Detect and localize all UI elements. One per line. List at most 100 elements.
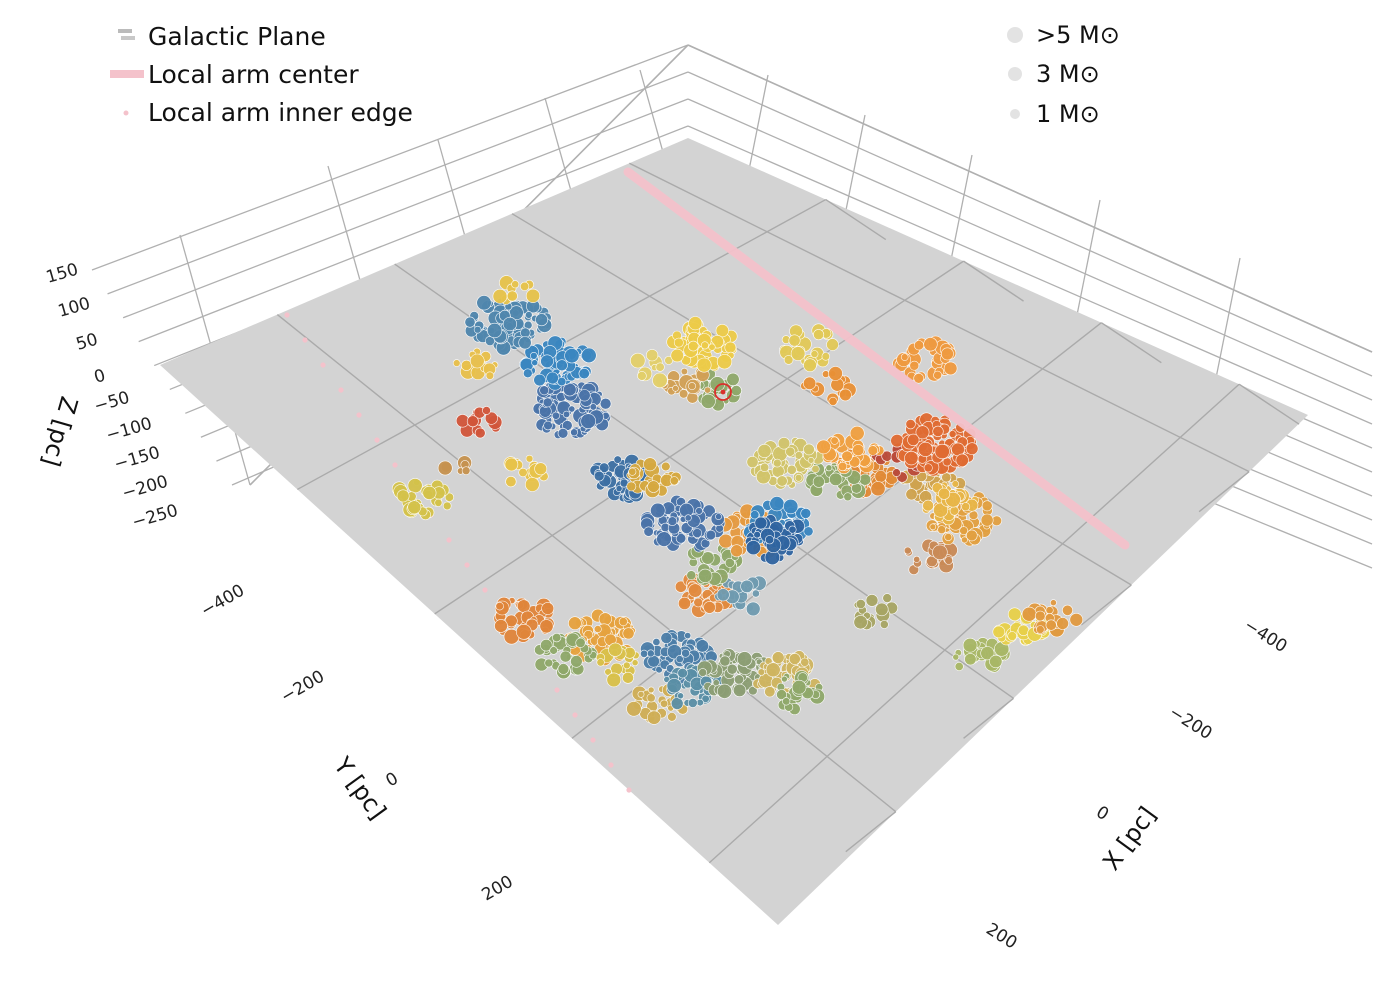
star-point bbox=[932, 544, 948, 560]
star-point bbox=[675, 533, 687, 544]
star-point bbox=[859, 473, 872, 486]
star-point bbox=[736, 651, 753, 667]
star-point bbox=[841, 450, 853, 462]
star-cluster bbox=[391, 478, 455, 521]
wall-gridline bbox=[687, 125, 1373, 425]
star-point bbox=[482, 406, 491, 415]
x-tick-label: 200 bbox=[982, 919, 1020, 953]
y-tick-label: 200 bbox=[479, 872, 517, 906]
star-point bbox=[540, 354, 554, 369]
star-point bbox=[568, 616, 582, 631]
star-point bbox=[964, 653, 977, 666]
star-point bbox=[552, 632, 562, 643]
star-point bbox=[659, 699, 669, 708]
star-point bbox=[892, 468, 901, 477]
star-point bbox=[608, 642, 623, 657]
star-point bbox=[724, 341, 737, 354]
star-point bbox=[474, 427, 486, 439]
arm-edge-marker bbox=[554, 687, 560, 693]
star-point bbox=[520, 327, 531, 338]
star-point bbox=[825, 464, 833, 472]
star-point bbox=[596, 658, 605, 667]
star-point bbox=[645, 349, 659, 362]
star-cluster bbox=[519, 335, 597, 391]
star-point bbox=[631, 659, 639, 667]
star-point bbox=[646, 693, 656, 703]
star-point bbox=[677, 692, 684, 700]
star-point bbox=[647, 655, 660, 668]
z-tick-label: −250 bbox=[130, 501, 180, 533]
star-point bbox=[542, 397, 553, 408]
star-point bbox=[733, 674, 745, 685]
star-point bbox=[688, 316, 703, 331]
star-point bbox=[646, 710, 662, 725]
legend-item-local-arm-center: Local arm center bbox=[110, 60, 359, 89]
star-point bbox=[522, 368, 533, 379]
star-point bbox=[794, 451, 804, 460]
star-cluster-points bbox=[391, 275, 1084, 725]
star-point bbox=[539, 385, 550, 396]
star-point bbox=[843, 492, 853, 502]
star-point bbox=[1050, 599, 1057, 607]
legend-item-galactic-plane: Galactic Plane bbox=[118, 22, 326, 51]
star-point bbox=[543, 420, 553, 431]
star-point bbox=[549, 646, 558, 655]
arm-edge-marker bbox=[482, 587, 488, 593]
star-point bbox=[593, 625, 602, 633]
star-point bbox=[904, 451, 919, 466]
star-point bbox=[746, 455, 759, 468]
size-marker-icon bbox=[1010, 109, 1020, 119]
star-point bbox=[570, 655, 583, 668]
star-point bbox=[937, 525, 947, 535]
star-point bbox=[696, 357, 712, 373]
star-point bbox=[580, 413, 597, 430]
star-point bbox=[783, 355, 794, 365]
star-point bbox=[849, 425, 865, 441]
star-point bbox=[687, 698, 698, 708]
star-point bbox=[704, 386, 712, 394]
star-point bbox=[748, 685, 758, 696]
local-arm-inner-edge-swatch-icon bbox=[123, 110, 129, 116]
arm-edge-marker bbox=[392, 462, 398, 468]
star-point bbox=[803, 443, 815, 456]
star-point bbox=[909, 360, 920, 371]
star-point bbox=[716, 588, 730, 602]
star-point bbox=[765, 662, 781, 678]
star-point bbox=[813, 329, 825, 341]
star-point bbox=[434, 498, 443, 507]
star-point bbox=[754, 516, 768, 530]
star-point bbox=[647, 686, 655, 694]
star-point bbox=[464, 316, 476, 328]
star-point bbox=[786, 464, 797, 475]
star-point bbox=[922, 499, 934, 512]
star-point bbox=[564, 348, 580, 364]
star-point bbox=[943, 361, 958, 376]
star-point bbox=[525, 288, 541, 304]
z-tick-label: −200 bbox=[120, 472, 170, 504]
star-point bbox=[684, 514, 692, 522]
star-point bbox=[485, 371, 495, 380]
size-legend-label: >5 M⊙ bbox=[1036, 21, 1120, 49]
axis-tick-line bbox=[1238, 383, 1300, 425]
star-point bbox=[719, 655, 731, 667]
axis-tick-line bbox=[1100, 322, 1162, 364]
star-point bbox=[852, 444, 865, 457]
star-point bbox=[557, 663, 570, 675]
galactic-plane-swatch-icon bbox=[118, 29, 135, 40]
star-point bbox=[810, 350, 819, 358]
size-legend-item: 3 M⊙ bbox=[1008, 60, 1100, 88]
star-point bbox=[790, 346, 806, 361]
star-point bbox=[519, 281, 530, 292]
star-point bbox=[637, 690, 645, 698]
z-tick-label: 150 bbox=[44, 260, 81, 288]
star-point bbox=[811, 464, 820, 474]
star-point bbox=[643, 457, 657, 472]
star-point bbox=[772, 458, 782, 468]
star-point bbox=[879, 620, 889, 629]
y-tick-label: 0 bbox=[383, 769, 402, 792]
star-point bbox=[578, 389, 591, 402]
star-point bbox=[570, 428, 578, 437]
legend-label: Local arm inner edge bbox=[148, 98, 413, 127]
legend-label: Local arm center bbox=[148, 60, 359, 89]
star-point bbox=[495, 601, 504, 611]
